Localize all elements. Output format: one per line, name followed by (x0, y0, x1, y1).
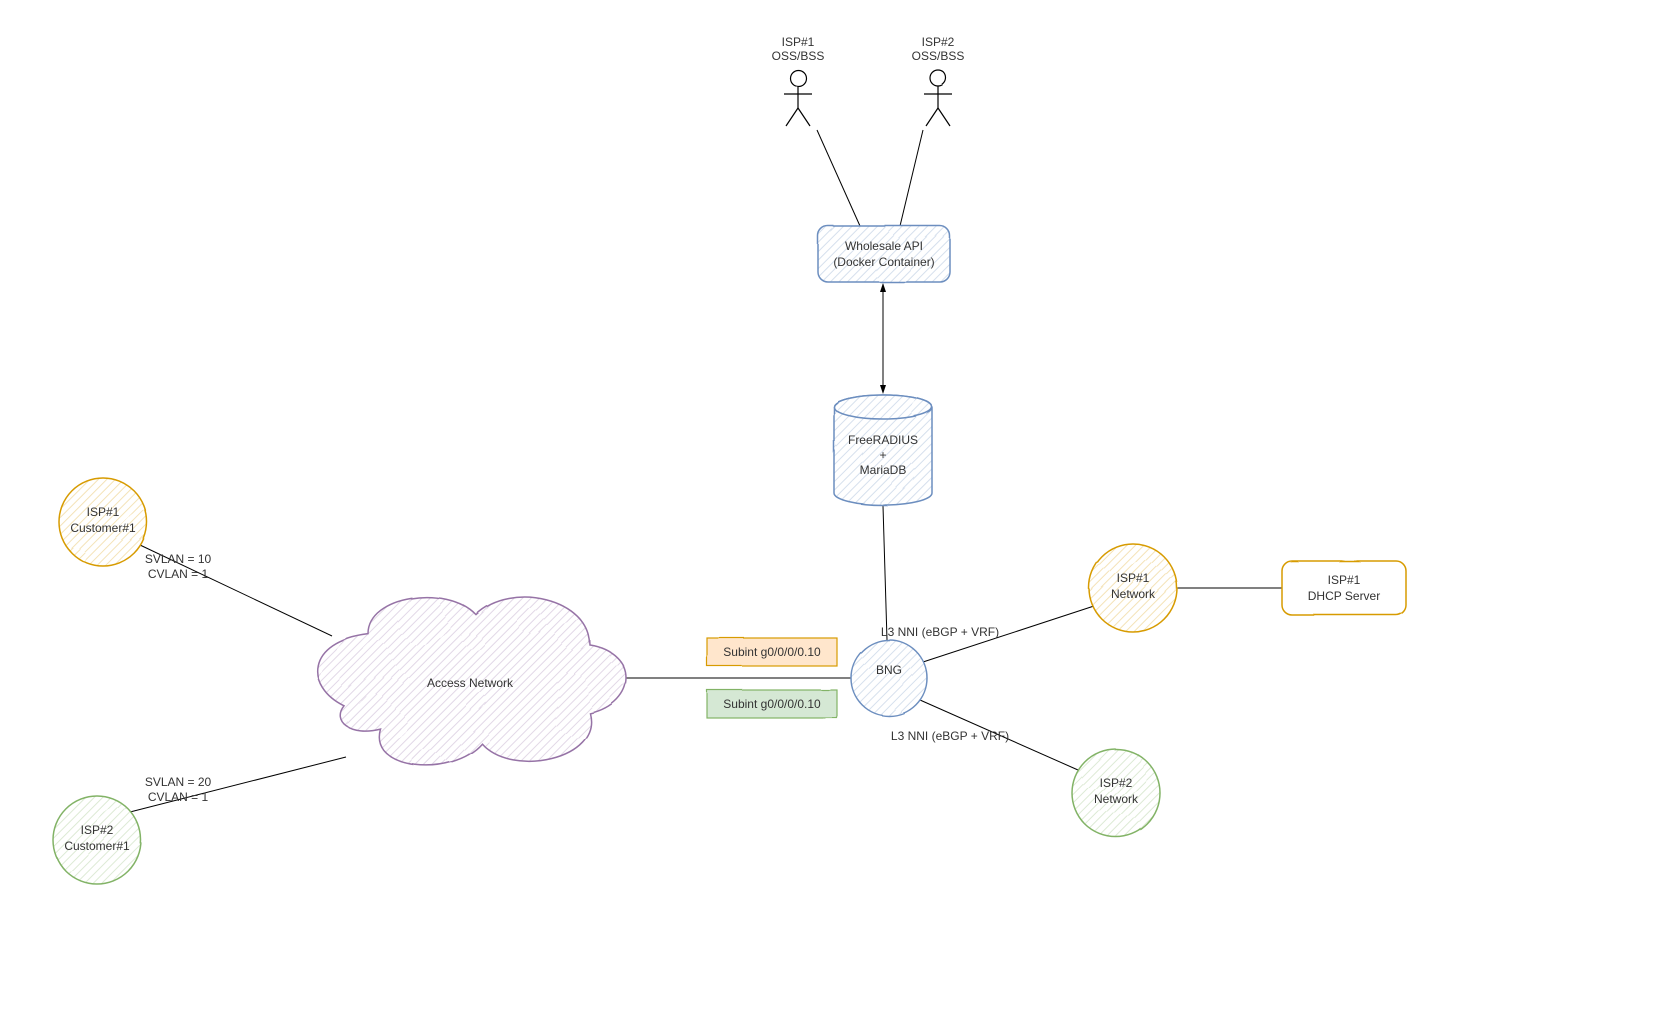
edge-label: SVLAN = 10 (145, 552, 212, 566)
node-label: Subint g0/0/0/0.10 (723, 697, 821, 711)
node-label: ISP#2 (1100, 776, 1133, 790)
node-isp1_dhcp (1282, 561, 1406, 615)
node-label: Subint g0/0/0/0.10 (723, 645, 821, 659)
node-label: ISP#1 (782, 35, 815, 49)
edge-e4 (883, 506, 887, 640)
node-label: ISP#1 (1328, 573, 1361, 587)
node-label: ISP#2 (81, 823, 114, 837)
edge-e6 (817, 130, 860, 226)
node-label: Network (1094, 792, 1139, 806)
node-label: ISP#1 (1117, 571, 1150, 585)
node-label: + (879, 448, 886, 462)
node-label: DHCP Server (1308, 589, 1380, 603)
node-label: Access Network (427, 676, 514, 690)
node-label: OSS/BSS (912, 49, 965, 63)
node-label: FreeRADIUS (848, 433, 918, 447)
edge-label: L3 NNI (eBGP + VRF) (881, 625, 999, 639)
network-diagram: SVLAN = 10CVLAN = 1SVLAN = 20CVLAN = 1L3… (0, 0, 1666, 1013)
node-label: Wholesale API (845, 239, 923, 253)
edge-label: CVLAN = 1 (148, 567, 209, 581)
node-label: Customer#1 (64, 839, 130, 853)
node-label: BNG (876, 663, 902, 677)
node-label: MariaDB (860, 463, 907, 477)
edge-label: L3 NNI (eBGP + VRF) (891, 729, 1009, 743)
node-actor1 (784, 70, 812, 126)
node-wholesale_api (818, 226, 950, 282)
edge-label: CVLAN = 1 (148, 790, 209, 804)
node-label: (Docker Container) (833, 255, 934, 269)
edge-label: SVLAN = 20 (145, 775, 212, 789)
edge-e7 (900, 130, 923, 226)
node-actor2 (924, 70, 952, 126)
node-label: Customer#1 (70, 521, 136, 535)
node-label: ISP#1 (87, 505, 120, 519)
node-bng (851, 640, 927, 716)
node-label: OSS/BSS (772, 49, 825, 63)
node-label: Network (1111, 587, 1156, 601)
node-label: ISP#2 (922, 35, 955, 49)
